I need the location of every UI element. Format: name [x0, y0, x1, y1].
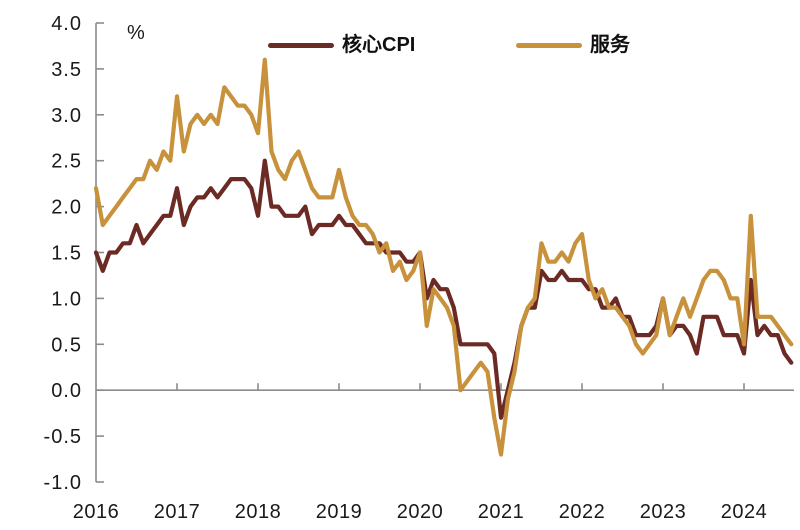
y-axis-unit-label: % — [127, 22, 145, 44]
x-axis-tick-label: 2020 — [397, 501, 444, 523]
x-axis-tick-label: 2021 — [478, 501, 525, 523]
x-axis-tick-label: 2018 — [235, 501, 282, 523]
y-axis-tick-label: 0.5 — [51, 334, 82, 356]
services-line — [93, 57, 794, 457]
y-axis-tick-label: 2.5 — [51, 151, 82, 173]
y-axis-tick-label: 2.0 — [51, 197, 82, 219]
y-axis-tick-label: 3.0 — [51, 105, 82, 127]
x-axis-tick-label: 2016 — [73, 501, 120, 523]
y-axis-tick-label: 3.5 — [51, 59, 82, 81]
x-axis-tick-label: 2024 — [721, 501, 768, 523]
y-axis-tick-label: 1.5 — [51, 243, 82, 265]
y-axis-tick-label: -1.0 — [44, 472, 82, 494]
x-axis-tick-label: 2022 — [559, 501, 606, 523]
y-axis-tick-label: 4.0 — [51, 13, 82, 35]
x-axis-tick-label: 2023 — [640, 501, 687, 523]
y-axis-tick-label: -0.5 — [44, 426, 82, 448]
x-axis-tick-label: 2019 — [316, 501, 363, 523]
x-axis-tick-label: 2017 — [154, 501, 201, 523]
y-axis-tick-label: 0.0 — [51, 380, 82, 402]
core-cpi-line — [93, 158, 794, 420]
y-axis-tick-label: 1.0 — [51, 288, 82, 310]
